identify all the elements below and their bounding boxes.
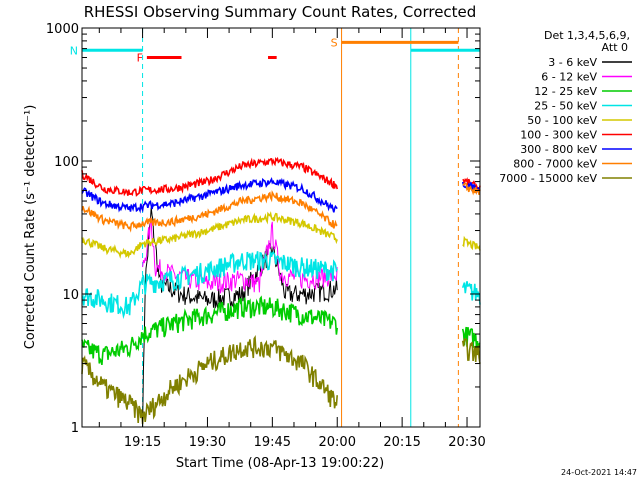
plot-area: F N S	[70, 28, 481, 428]
series-line	[142, 218, 338, 294]
series-line	[461, 326, 481, 350]
legend-entry-label: 800 - 7000 keV	[513, 158, 597, 171]
legend-entry-label: 7000 - 15000 keV	[499, 172, 597, 185]
chart-title: RHESSI Observing Summary Count Rates, Co…	[84, 3, 477, 21]
series-line	[142, 207, 338, 428]
series-line	[461, 281, 481, 305]
y-tick-label: 1000	[46, 22, 79, 37]
legend-entry-label: 3 - 6 keV	[548, 56, 597, 69]
legend-entry-label: 50 - 100 keV	[527, 114, 597, 127]
plot-frame	[81, 27, 481, 428]
y-tick-label: 1	[71, 421, 79, 436]
legend-entry-label: 6 - 12 keV	[541, 71, 597, 84]
x-tick-label: 19:30	[189, 435, 226, 450]
series-line	[81, 156, 338, 197]
series-line	[81, 295, 338, 366]
legend-entry-label: 25 - 50 keV	[534, 100, 597, 113]
series-line	[81, 250, 338, 320]
annotation-label: N	[70, 44, 78, 57]
legend-entry-label: 12 - 25 keV	[534, 85, 597, 98]
y-tick-label: 10	[62, 288, 79, 303]
legend-header-line2: Att 0	[602, 41, 628, 54]
x-tick-label: 20:15	[383, 435, 420, 450]
x-tick-label: 20:00	[319, 435, 356, 450]
axes: 1 10 100 1000 19:15 19:30 19:45 20:00 20:15 20:30	[46, 22, 486, 450]
series-line	[461, 338, 481, 364]
series-line	[462, 235, 481, 251]
x-tick-label: 19:15	[124, 435, 161, 450]
x-tick-label: 19:45	[254, 435, 291, 450]
series-line	[81, 177, 338, 214]
footer-timestamp: 24-Oct-2021 14:47	[561, 468, 637, 477]
legend-header-line1: Det 1,3,4,5,6,9,	[544, 29, 630, 42]
series-line	[81, 211, 338, 259]
series-line	[81, 334, 338, 425]
series-line	[81, 190, 338, 233]
legend-entry-label: 100 - 300 keV	[520, 129, 597, 142]
legend-entry-label: 300 - 800 keV	[520, 143, 597, 156]
annotation-label: F	[137, 52, 143, 65]
y-axis-label: Corrected Count Rate (s⁻¹ detector⁻¹)	[23, 105, 38, 350]
x-axis-label: Start Time (08-Apr-13 19:00:22)	[176, 456, 384, 471]
annotation-label: S	[331, 36, 338, 49]
legend: Det 1,3,4,5,6,9, Att 0 3 - 6 keV 6 - 12 k…	[499, 29, 632, 185]
x-tick-label: 20:30	[448, 435, 485, 450]
y-tick-label: 100	[54, 155, 79, 170]
